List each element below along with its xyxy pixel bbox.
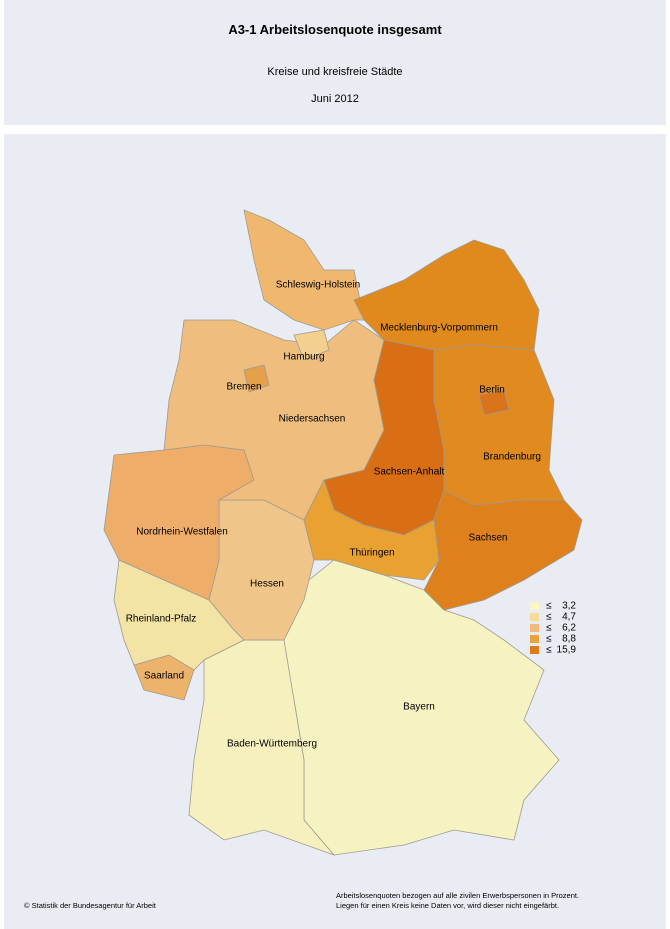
legend-label: 6,2 <box>562 623 576 634</box>
map: Bayern Baden-Württemberg Saarland Rheinland… <box>103 209 583 856</box>
legend-symbol: ≤ <box>546 634 552 645</box>
state-area <box>293 329 330 361</box>
state-label: Sachsen <box>469 533 508 544</box>
legend-swatch <box>530 613 539 621</box>
state-area <box>433 344 565 506</box>
copyright: © Statistik der Bundesagentur für Arbeit <box>24 901 156 910</box>
state-label: Nordrhein-Westfalen <box>136 527 228 538</box>
state-label: Hessen <box>250 579 284 590</box>
state-label: Saarland <box>144 671 184 682</box>
state-label: Bremen <box>226 382 261 393</box>
state-label: Berlin <box>479 385 505 396</box>
legend-symbol: ≤ <box>546 623 552 634</box>
legend-symbol: ≤ <box>546 645 552 656</box>
state-area <box>478 389 510 416</box>
subtitle: Kreise und kreisfreie Städte <box>267 66 403 78</box>
legend-label: 4,7 <box>562 612 576 623</box>
note-line: Arbeitslosenquoten bezogen auf alle zivi… <box>336 891 580 900</box>
state-label: Sachsen-Anhalt <box>374 467 445 478</box>
state-label: Schleswig-Holstein <box>276 280 360 291</box>
state-area <box>243 364 270 393</box>
note-line: Liegen für einen Kreis keine Daten vor, … <box>336 901 560 910</box>
state-label: Bayern <box>403 702 435 713</box>
legend-swatch <box>530 602 539 610</box>
state-label: Brandenburg <box>483 452 541 463</box>
legend-swatch <box>530 646 539 654</box>
legend-symbol: ≤ <box>546 612 552 623</box>
state-label: Thüringen <box>349 548 394 559</box>
legend-label: 15,9 <box>557 645 577 656</box>
map-panel: Bayern Baden-Württemberg Saarland Rheinland… <box>4 134 666 929</box>
state-label: Rheinland-Pfalz <box>126 614 197 625</box>
state-area <box>303 478 440 581</box>
legend-label: 3,2 <box>562 601 576 612</box>
state-label: Baden-Württemberg <box>227 739 317 750</box>
legend-label: 8,8 <box>562 634 576 645</box>
header: A3-1 Arbeitslosenquote insgesamt Kreise … <box>4 0 666 125</box>
legend-swatch <box>530 635 539 643</box>
state-label: Niedersachsen <box>279 414 346 425</box>
state-label: Mecklenburg-Vorpommern <box>380 323 498 334</box>
state-label: Hamburg <box>283 352 324 363</box>
date: Juni 2012 <box>311 93 359 105</box>
legend-symbol: ≤ <box>546 601 552 612</box>
state-area <box>423 489 583 611</box>
state-area <box>243 209 365 331</box>
title: A3-1 Arbeitslosenquote insgesamt <box>228 22 442 37</box>
legend-swatch <box>530 624 539 632</box>
